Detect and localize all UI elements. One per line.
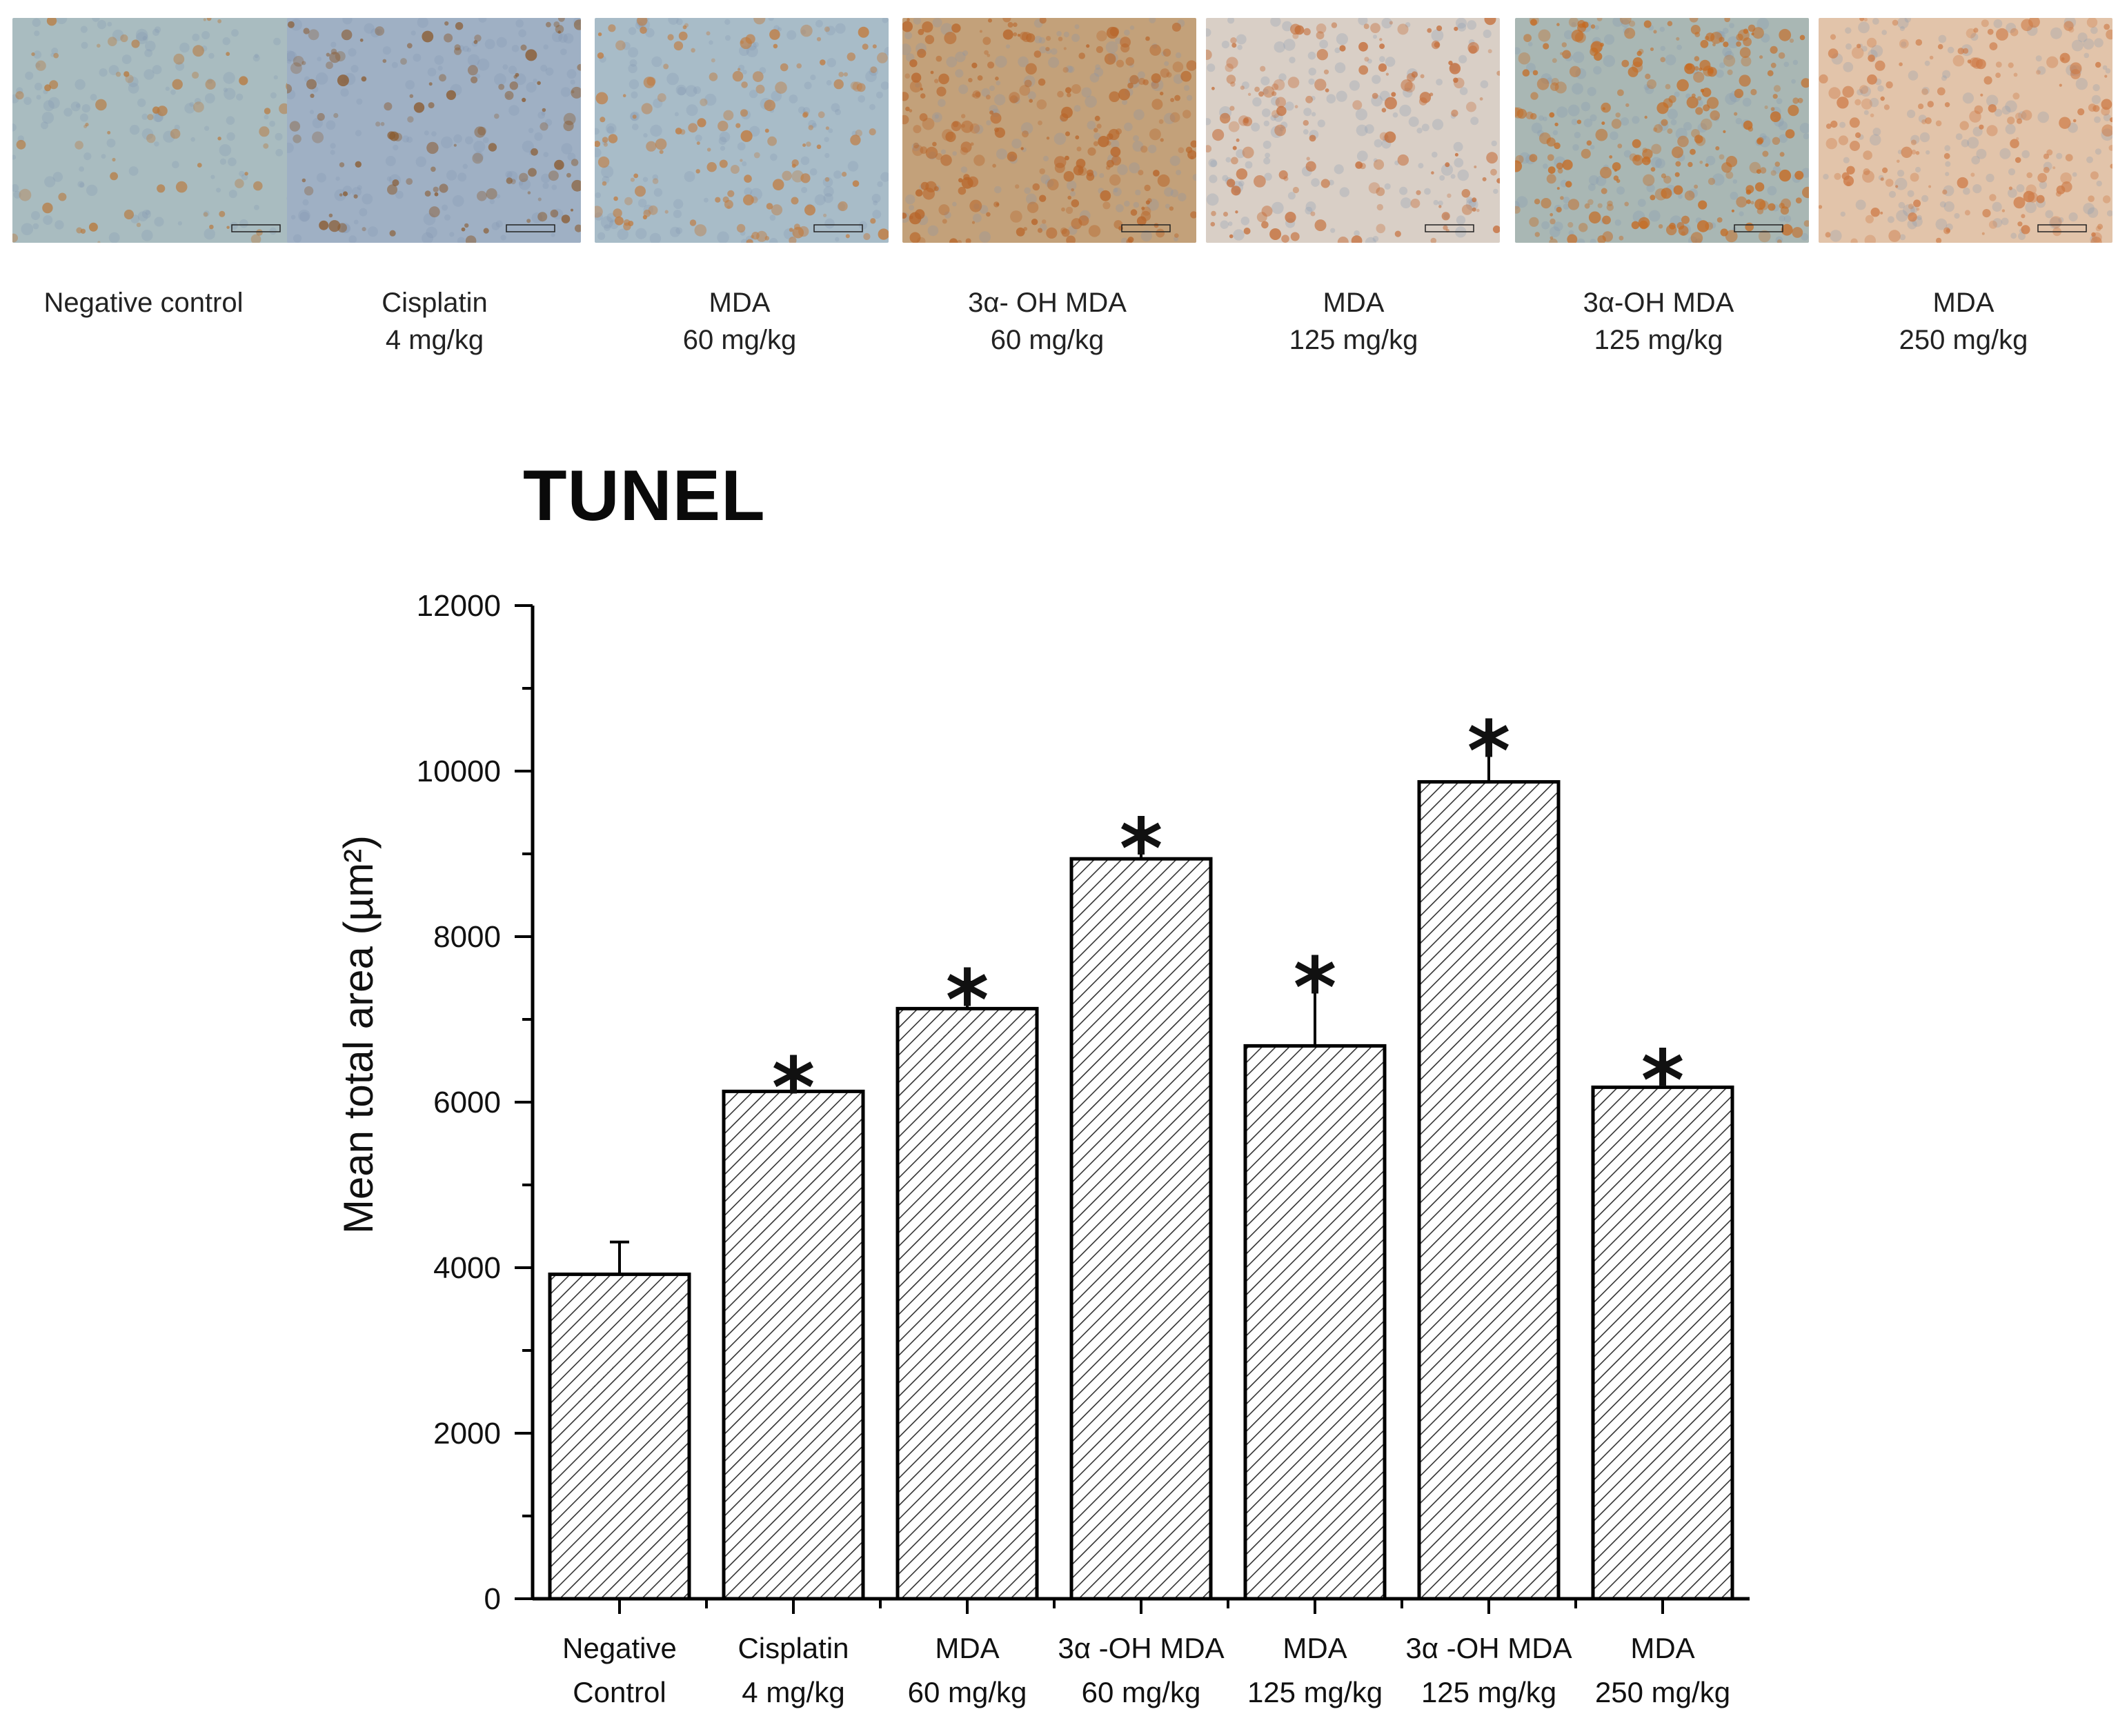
bar: [1591, 1085, 1734, 1601]
micrograph-caption: MDA 125 mg/kg: [1205, 284, 1502, 359]
significance-marker: *: [1294, 941, 1337, 1037]
x-tick-label: MDA: [935, 1632, 999, 1664]
micrograph-panel: [902, 18, 1196, 243]
micrograph-caption-line1: MDA: [1323, 288, 1385, 318]
micrograph-panel: [12, 18, 306, 243]
significance-marker: *: [1120, 801, 1163, 897]
bar: [1243, 1044, 1387, 1601]
significance-marker: *: [772, 1041, 815, 1137]
micrograph-caption-line2: 4 mg/kg: [385, 325, 484, 355]
micrograph-caption-line1: 3α- OH MDA: [968, 288, 1127, 318]
chart-labels: Negative Control * Cisplatin 4 mg/kg * MDA 60 m…: [562, 704, 1730, 1708]
y-axis-label: Mean total area (µm²): [335, 835, 382, 1234]
x-tick-label: 4 mg/kg: [742, 1676, 844, 1708]
x-tick-label: 60 mg/kg: [1082, 1676, 1201, 1708]
micrograph-caption-line2: 60 mg/kg: [682, 325, 797, 355]
y-tick-label: 2000: [433, 1417, 501, 1450]
y-tick-label: 4000: [433, 1251, 501, 1285]
chart-bars: [548, 731, 1734, 1601]
micrograph-caption: MDA 250 mg/kg: [1815, 284, 2112, 359]
significance-marker: *: [1467, 704, 1511, 800]
micrograph-caption-line2: 125 mg/kg: [1594, 325, 1723, 355]
x-tick-label: 125 mg/kg: [1247, 1676, 1383, 1708]
bar: [548, 1273, 691, 1601]
significance-marker: *: [946, 953, 989, 1049]
bar: [1417, 780, 1561, 1601]
x-tick-label: Control: [573, 1676, 666, 1708]
y-tick-label: 8000: [433, 920, 501, 954]
y-tick-label: 0: [484, 1582, 501, 1616]
micrograph-panel: [1206, 18, 1500, 243]
micrograph-caption: 3α- OH MDA 60 mg/kg: [899, 284, 1196, 359]
micrograph-caption-line1: MDA: [709, 288, 771, 318]
y-tick-label: 10000: [417, 755, 501, 788]
x-tick-label: 250 mg/kg: [1595, 1676, 1730, 1708]
micrograph-panel: [1819, 18, 2112, 243]
bar: [1069, 857, 1213, 1601]
micrograph-caption-line1: 3α-OH MDA: [1583, 288, 1734, 318]
x-tick-label: 3α -OH MDA: [1058, 1632, 1224, 1664]
chart-title: TUNEL: [523, 456, 766, 536]
micrograph-caption: Cisplatin 4 mg/kg: [286, 284, 583, 359]
micrograph-caption-line2: 125 mg/kg: [1289, 325, 1418, 355]
bar: [722, 1089, 865, 1601]
significance-marker: *: [1641, 1033, 1685, 1129]
micrograph-caption-line2: 250 mg/kg: [1899, 325, 2028, 355]
micrograph-panel: [1515, 18, 1809, 243]
bar: [895, 1006, 1039, 1601]
micrograph-caption-line2: 60 mg/kg: [990, 325, 1105, 355]
x-tick-label: 60 mg/kg: [908, 1676, 1027, 1708]
micrograph-caption-line1: Negative control: [43, 288, 244, 318]
y-tick-label: 6000: [433, 1086, 501, 1119]
micrograph-caption: Negative control: [0, 284, 292, 321]
micrograph-caption-line1: MDA: [1932, 288, 1995, 318]
y-tick-label: 12000: [417, 589, 501, 623]
micrograph-caption: MDA 60 mg/kg: [591, 284, 888, 359]
micrograph-panel: [595, 18, 889, 243]
x-tick-label: MDA: [1630, 1632, 1694, 1664]
micrograph-caption: 3α-OH MDA 125 mg/kg: [1510, 284, 1807, 359]
x-tick-label: 3α -OH MDA: [1405, 1632, 1572, 1664]
x-tick-label: 125 mg/kg: [1421, 1676, 1556, 1708]
micrograph-panel: [287, 18, 581, 243]
x-tick-label: Negative: [562, 1632, 677, 1664]
x-tick-label: Cisplatin: [738, 1632, 849, 1664]
micrograph-caption-line1: Cisplatin: [382, 288, 488, 318]
x-tick-label: MDA: [1283, 1632, 1347, 1664]
